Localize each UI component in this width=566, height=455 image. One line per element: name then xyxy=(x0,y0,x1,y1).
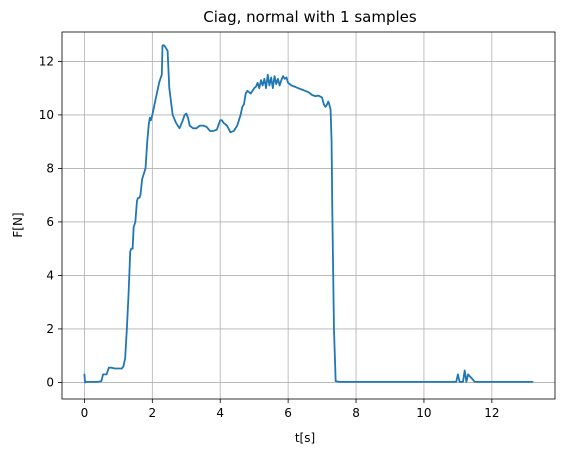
tick-marks xyxy=(58,61,493,403)
x-axis-label: t[s] xyxy=(295,431,315,445)
axes-frame xyxy=(61,31,556,400)
x-tick-label: 4 xyxy=(216,406,224,420)
grid-lines xyxy=(62,32,555,399)
x-tick-label: 2 xyxy=(148,406,156,420)
y-tick-label: 6 xyxy=(46,215,54,229)
chart-title: Ciag, normal with 1 samples xyxy=(203,8,417,26)
x-tick-label: 10 xyxy=(416,406,431,420)
x-tick-label: 8 xyxy=(352,406,360,420)
y-tick-label: 0 xyxy=(46,375,54,389)
x-tick-label: 0 xyxy=(81,406,89,420)
y-tick-label: 2 xyxy=(46,322,54,336)
y-tick-label: 10 xyxy=(39,108,54,122)
x-tick-label: 6 xyxy=(284,406,292,420)
tick-labels: 0 2 4 6 8 10 12 0 2 4 6 8 10 12 xyxy=(39,54,500,420)
y-tick-label: 4 xyxy=(46,268,54,282)
y-axis-label: F[N] xyxy=(11,212,25,237)
series-layer xyxy=(83,44,534,384)
y-tick-label: 8 xyxy=(46,161,54,175)
y-tick-label: 12 xyxy=(39,54,54,68)
series-line xyxy=(83,44,534,384)
x-tick-label: 12 xyxy=(484,406,499,420)
